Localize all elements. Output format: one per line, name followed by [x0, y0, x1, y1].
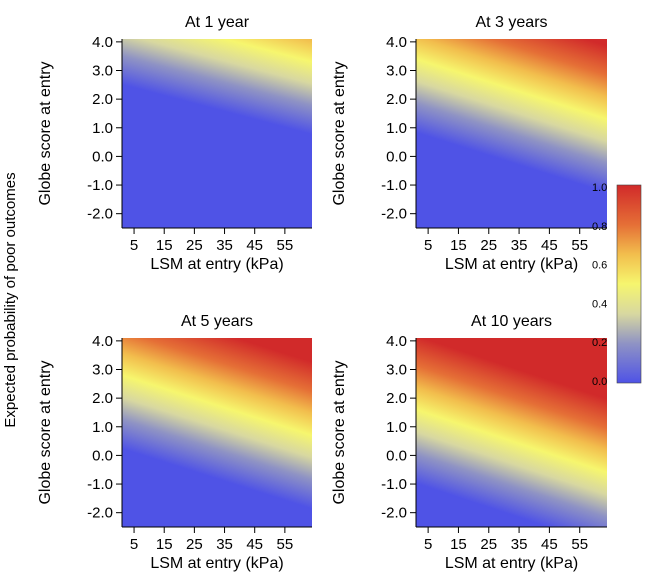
x-tick-label: 15	[156, 536, 173, 553]
y-tick-label: -2.0	[381, 505, 407, 522]
y-tick-label: -1.0	[381, 177, 407, 194]
panel-title: At 5 years	[181, 313, 253, 330]
colorbar-tick-label: 0.6	[592, 260, 607, 272]
x-tick-label: 25	[480, 237, 497, 254]
y-tick-label: 1.0	[386, 120, 407, 137]
x-tick-label: 35	[216, 536, 233, 553]
y-tick-label: 4.0	[92, 333, 113, 350]
panels: At 1 year 4.0 3.0 2.0 1.0 0.0 -1.0 -2.0 5 15 25 35 4…	[37, 14, 607, 572]
y-axis-label: Globe score at entry	[37, 360, 54, 504]
x-tick-label: 5	[424, 536, 432, 553]
x-tick-label: 45	[541, 237, 558, 254]
colorbar-tick-label: 0.8	[592, 221, 607, 233]
panel-3: At 5 years 4.0 3.0 2.0 1.0 0.0 -1.0 -2.0 5 15 25 35…	[37, 313, 312, 572]
y-tick-label: 2.0	[386, 390, 407, 407]
x-tick-label: 15	[450, 237, 467, 254]
y-tick-label: 2.0	[92, 390, 113, 407]
y-tick-label: -2.0	[381, 206, 407, 223]
panel-title: At 3 years	[475, 14, 547, 31]
x-tick-label: 55	[277, 237, 294, 254]
y-tick-label: 1.0	[92, 120, 113, 137]
x-tick-label: 55	[571, 536, 588, 553]
x-axis-label: LSM at entry (kPa)	[150, 256, 283, 273]
y-tick-label: 2.0	[386, 91, 407, 108]
x-axis-label: LSM at entry (kPa)	[445, 256, 578, 273]
x-axis-label: LSM at entry (kPa)	[445, 555, 578, 572]
x-tick-label: 55	[277, 536, 294, 553]
panel-2: At 3 years 4.0 3.0 2.0 1.0 0.0 -1.0 -2.0 5 15 25 35…	[331, 14, 607, 273]
colorbar-tick-label: 0.4	[592, 298, 607, 310]
y-tick-label: -2.0	[87, 505, 113, 522]
y-tick-label: 3.0	[92, 362, 113, 379]
heatmap-surface	[122, 338, 312, 527]
x-tick-label: 45	[541, 536, 558, 553]
x-tick-label: 5	[130, 237, 138, 254]
y-axis-label: Globe score at entry	[37, 61, 54, 205]
y-tick-label: -1.0	[87, 476, 113, 493]
colorbar-bar	[616, 184, 642, 384]
x-tick-label: 35	[511, 536, 528, 553]
y-tick-label: 1.0	[92, 419, 113, 436]
y-axis-label: Globe score at entry	[331, 61, 348, 205]
heatmap-surface	[416, 338, 607, 527]
colorbar-tick-label: 0.2	[592, 337, 607, 349]
y-tick-label: 3.0	[386, 362, 407, 379]
x-tick-label: 35	[216, 237, 233, 254]
x-tick-label: 45	[246, 237, 263, 254]
x-tick-label: 25	[186, 237, 203, 254]
x-tick-label: 15	[156, 237, 173, 254]
panel-1: At 1 year 4.0 3.0 2.0 1.0 0.0 -1.0 -2.0 5 15 25 35 4…	[37, 14, 312, 273]
x-tick-label: 5	[130, 536, 138, 553]
y-axis-label: Globe score at entry	[331, 360, 348, 504]
colorbar: 1.0 0.8 0.6 0.4 0.2 0.0	[592, 182, 642, 388]
x-tick-label: 15	[450, 536, 467, 553]
y-tick-label: 3.0	[386, 63, 407, 80]
y-tick-label: 0.0	[386, 447, 407, 464]
heatmap-surface	[122, 39, 312, 228]
x-tick-label: 25	[186, 536, 203, 553]
y-tick-label: -1.0	[381, 476, 407, 493]
x-axis-label: LSM at entry (kPa)	[150, 555, 283, 572]
x-tick-label: 35	[511, 237, 528, 254]
y-tick-label: -2.0	[87, 206, 113, 223]
colorbar-tick-label: 0.0	[592, 376, 607, 388]
y-tick-label: 0.0	[92, 447, 113, 464]
y-tick-label: 2.0	[92, 91, 113, 108]
x-tick-label: 55	[571, 237, 588, 254]
panel-title: At 1 year	[185, 14, 250, 31]
y-tick-label: 1.0	[386, 419, 407, 436]
y-tick-label: 3.0	[92, 63, 113, 80]
y-tick-label: 4.0	[92, 34, 113, 51]
y-tick-label: 0.0	[386, 148, 407, 165]
panel-4: At 10 years 4.0 3.0 2.0 1.0 0.0 -1.0 -2.0 5 15 25 3…	[331, 313, 607, 572]
y-tick-label: 4.0	[386, 333, 407, 350]
x-tick-label: 5	[424, 237, 432, 254]
x-tick-label: 25	[480, 536, 497, 553]
y-tick-label: -1.0	[87, 177, 113, 194]
heatmap-surface	[416, 39, 607, 228]
panel-title: At 10 years	[471, 313, 552, 330]
colorbar-ticks: 1.0 0.8 0.6 0.4 0.2 0.0	[592, 182, 607, 388]
y-tick-label: 0.0	[92, 148, 113, 165]
colorbar-tick-label: 1.0	[592, 182, 607, 194]
figure-y-label: Expected probability of poor outcomes	[2, 172, 19, 427]
x-tick-label: 45	[246, 536, 263, 553]
y-tick-label: 4.0	[386, 34, 407, 51]
